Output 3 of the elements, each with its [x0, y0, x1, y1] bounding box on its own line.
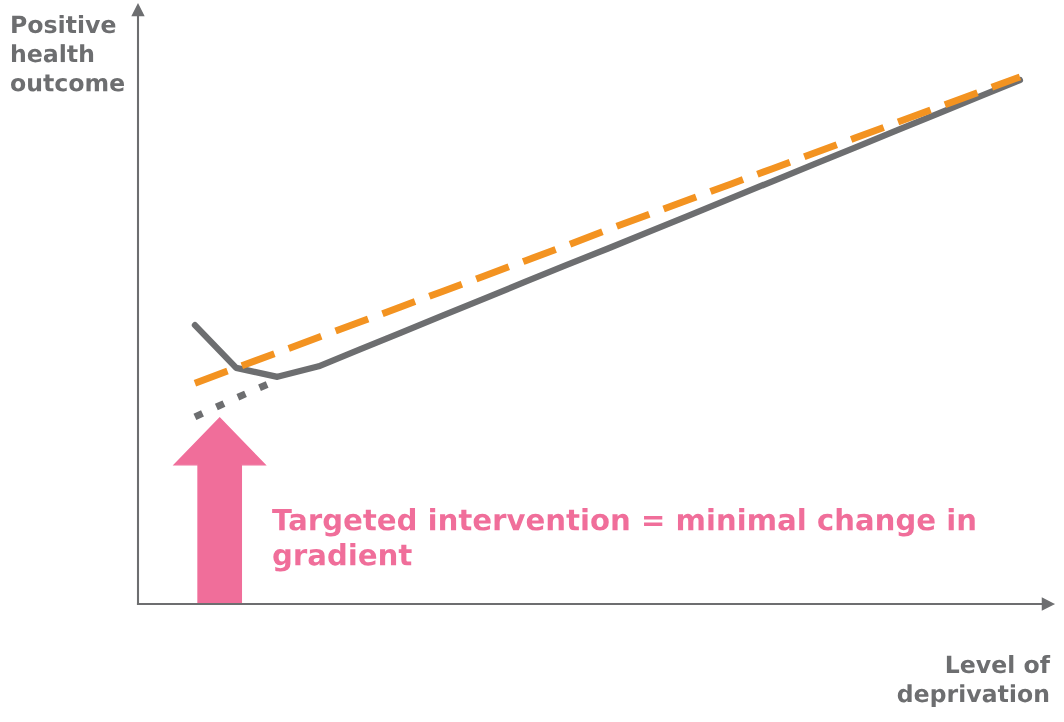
annotation: Targeted intervention = minimal change in gradient	[272, 508, 975, 572]
x-axis-title: Level of deprivation	[897, 655, 1051, 707]
y-axis-title: Positive health outcome	[11, 15, 125, 92]
